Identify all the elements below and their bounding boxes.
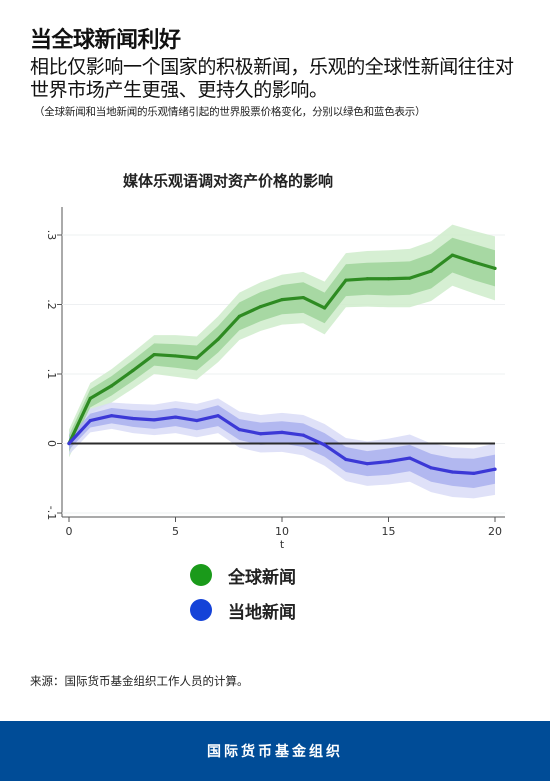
data-point-local	[216, 414, 220, 418]
chart-title: 媒体乐观语调对资产价格的影响	[123, 172, 333, 190]
data-point-global	[280, 298, 284, 302]
data-point-global	[195, 356, 199, 360]
legend-dot-local	[190, 599, 212, 621]
data-point-global	[344, 278, 348, 282]
data-point-local	[472, 471, 476, 475]
y-tick-label: .1	[45, 369, 58, 380]
y-tick-label: .3	[45, 230, 58, 241]
data-point-global	[152, 352, 156, 357]
data-point-local	[173, 415, 178, 419]
data-point-local	[386, 459, 391, 464]
y-tick-label: 0	[45, 440, 58, 447]
data-point-global	[301, 295, 305, 300]
data-point-local	[365, 462, 369, 466]
data-point-local	[67, 441, 71, 446]
data-point-global	[408, 276, 412, 280]
confidence-band-inner-local	[69, 405, 495, 488]
x-tick-label: 0	[66, 525, 73, 538]
data-point-local	[110, 414, 114, 418]
data-point-global	[450, 253, 454, 257]
data-point-global	[323, 306, 327, 310]
data-point-global	[110, 384, 114, 388]
legend-item-global: 全球新闻	[190, 563, 296, 588]
source-note: 来源：国际货币基金组织工作人员的计算。	[30, 674, 249, 688]
footer-banner: 国际货币基金组织	[0, 721, 550, 781]
x-tick-label: 10	[275, 525, 289, 538]
confidence-band-inner-global	[69, 237, 495, 452]
data-point-local	[152, 418, 156, 422]
data-point-local	[450, 470, 454, 474]
x-tick-label: 15	[382, 525, 396, 538]
data-point-global	[88, 396, 92, 400]
data-point-local	[493, 467, 497, 471]
y-tick-label: .2	[45, 299, 58, 310]
chart-note: （全球新闻和当地新闻的乐观情绪引起的世界股票价格变化，分别以绿色和蓝色表示）	[34, 106, 426, 118]
chart: 媒体乐观语调对资产价格的影响 -.1 0 .1 .2 .3 0 5 10 15 20 t	[45, 172, 505, 551]
data-point-global	[386, 277, 391, 281]
data-point-local	[301, 433, 305, 437]
page-title: 当全球新闻利好	[30, 28, 181, 53]
x-tick-label: 5	[172, 525, 179, 538]
data-point-local	[259, 432, 263, 436]
data-point-global	[259, 304, 263, 309]
legend-label-local: 当地新闻	[228, 602, 296, 623]
data-point-local	[195, 418, 199, 423]
data-point-local	[344, 457, 348, 462]
data-point-local	[408, 456, 412, 460]
data-point-local	[280, 430, 284, 434]
data-point-global	[365, 277, 369, 281]
data-point-local	[323, 443, 327, 447]
data-point-global	[472, 260, 476, 264]
x-tick-label: 20	[488, 525, 502, 538]
data-point-local	[131, 416, 135, 421]
legend-dot-global	[190, 564, 212, 586]
data-point-global	[173, 354, 178, 358]
legend-item-local: 当地新闻	[190, 598, 296, 623]
page-subtitle: 相比仅影响一个国家的积极新闻，乐观的全球性新闻往往对世界市场产生更强、更持久的影…	[30, 56, 514, 101]
data-point-global	[237, 314, 241, 318]
data-point-local	[237, 428, 241, 432]
data-point-global	[131, 368, 135, 373]
data-point-global	[429, 269, 433, 273]
legend-label-global: 全球新闻	[228, 567, 296, 588]
footer-org-name: 国际货币基金组织	[207, 744, 343, 760]
x-axis-label: t	[280, 538, 285, 551]
data-point-local	[429, 466, 433, 470]
y-tick-label: -.1	[45, 506, 58, 520]
data-point-global	[493, 266, 497, 270]
data-point-local	[88, 418, 92, 423]
data-point-global	[216, 337, 220, 341]
